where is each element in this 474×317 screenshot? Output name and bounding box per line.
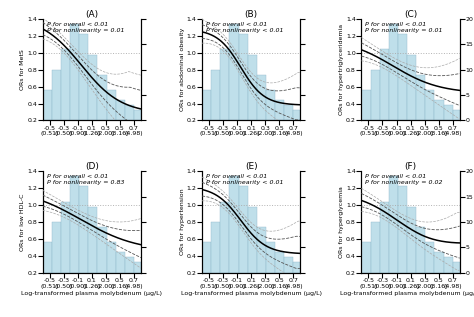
Text: P for overall < 0.01
P for nonlinearity < 0.01: P for overall < 0.01 P for nonlinearity … bbox=[206, 22, 283, 33]
Bar bbox=[407, 55, 416, 120]
Bar bbox=[116, 100, 125, 120]
Bar bbox=[389, 24, 398, 120]
Bar bbox=[248, 55, 257, 120]
Bar bbox=[257, 227, 266, 273]
Y-axis label: ORs for MetS: ORs for MetS bbox=[20, 49, 25, 90]
Y-axis label: ORs for low HDL-C: ORs for low HDL-C bbox=[20, 193, 25, 251]
Bar bbox=[70, 176, 79, 273]
Bar bbox=[98, 227, 107, 273]
Bar bbox=[88, 207, 98, 273]
Bar bbox=[229, 176, 238, 273]
Bar bbox=[380, 202, 389, 273]
Text: P for overall < 0.01
P for nonlinearity < 0.01: P for overall < 0.01 P for nonlinearity … bbox=[206, 174, 283, 185]
X-axis label: Log-transformed plasma molybdenum (μg/L): Log-transformed plasma molybdenum (μg/L) bbox=[181, 291, 322, 296]
Bar bbox=[293, 262, 301, 273]
Bar bbox=[453, 262, 460, 273]
Text: P for overall < 0.01
P for nonlinearity = 0.83: P for overall < 0.01 P for nonlinearity … bbox=[46, 174, 124, 185]
Bar bbox=[407, 207, 416, 273]
Bar bbox=[107, 242, 116, 273]
Bar bbox=[220, 202, 229, 273]
Bar bbox=[266, 90, 275, 120]
Bar bbox=[380, 49, 389, 120]
Bar bbox=[229, 24, 238, 120]
Bar bbox=[444, 105, 453, 120]
Bar bbox=[425, 90, 435, 120]
X-axis label: Log-transformed plasma molybdenum (μg/L): Log-transformed plasma molybdenum (μg/L) bbox=[340, 291, 474, 296]
Bar bbox=[211, 70, 220, 120]
Bar bbox=[257, 75, 266, 120]
Title: (A): (A) bbox=[85, 10, 99, 19]
Text: P for overall < 0.01
P for nonlinearity = 0.01: P for overall < 0.01 P for nonlinearity … bbox=[365, 22, 443, 33]
Bar bbox=[435, 252, 444, 273]
Bar bbox=[248, 207, 257, 273]
Bar bbox=[202, 242, 211, 273]
Bar bbox=[134, 262, 141, 273]
Y-axis label: ORs for hypertriglyceridemia: ORs for hypertriglyceridemia bbox=[339, 24, 344, 115]
Bar bbox=[425, 242, 435, 273]
Title: (C): (C) bbox=[404, 10, 417, 19]
Bar bbox=[238, 186, 248, 273]
Bar bbox=[220, 49, 229, 120]
Bar bbox=[444, 257, 453, 273]
Bar bbox=[389, 176, 398, 273]
Bar bbox=[275, 252, 284, 273]
Bar bbox=[371, 70, 380, 120]
Bar bbox=[371, 222, 380, 273]
Bar bbox=[125, 105, 134, 120]
Title: (E): (E) bbox=[245, 162, 257, 171]
Bar bbox=[107, 90, 116, 120]
Bar bbox=[284, 257, 293, 273]
Title: (B): (B) bbox=[245, 10, 258, 19]
Bar bbox=[52, 222, 61, 273]
Bar bbox=[43, 242, 52, 273]
Bar bbox=[202, 90, 211, 120]
Bar bbox=[398, 186, 407, 273]
Bar bbox=[52, 70, 61, 120]
Bar bbox=[416, 227, 425, 273]
Bar bbox=[88, 55, 98, 120]
Bar bbox=[293, 110, 301, 120]
Bar bbox=[116, 252, 125, 273]
Bar bbox=[79, 34, 88, 120]
Text: P for overall < 0.01
P for nonlinearity = 0.02: P for overall < 0.01 P for nonlinearity … bbox=[365, 174, 443, 185]
Bar bbox=[238, 34, 248, 120]
Bar bbox=[125, 257, 134, 273]
Bar bbox=[134, 110, 141, 120]
Bar bbox=[361, 90, 371, 120]
Title: (F): (F) bbox=[404, 162, 417, 171]
Bar bbox=[284, 105, 293, 120]
Bar bbox=[61, 49, 70, 120]
Bar bbox=[416, 75, 425, 120]
X-axis label: Log-transformed plasma molybdenum (μg/L): Log-transformed plasma molybdenum (μg/L) bbox=[21, 291, 163, 296]
Bar bbox=[361, 242, 371, 273]
Bar bbox=[275, 100, 284, 120]
Bar bbox=[435, 100, 444, 120]
Bar bbox=[453, 110, 460, 120]
Y-axis label: ORs for hyperglycemia: ORs for hyperglycemia bbox=[339, 186, 344, 258]
Text: P for overall < 0.01
P for nonlinearity = 0.01: P for overall < 0.01 P for nonlinearity … bbox=[46, 22, 124, 33]
Title: (D): (D) bbox=[85, 162, 99, 171]
Y-axis label: ORs for hypertension: ORs for hypertension bbox=[180, 189, 184, 255]
Bar bbox=[79, 186, 88, 273]
Bar bbox=[266, 242, 275, 273]
Bar bbox=[70, 24, 79, 120]
Bar bbox=[43, 90, 52, 120]
Bar bbox=[61, 202, 70, 273]
Bar bbox=[211, 222, 220, 273]
Bar bbox=[398, 34, 407, 120]
Bar bbox=[98, 75, 107, 120]
Y-axis label: ORs for abdominal obesity: ORs for abdominal obesity bbox=[180, 28, 184, 112]
